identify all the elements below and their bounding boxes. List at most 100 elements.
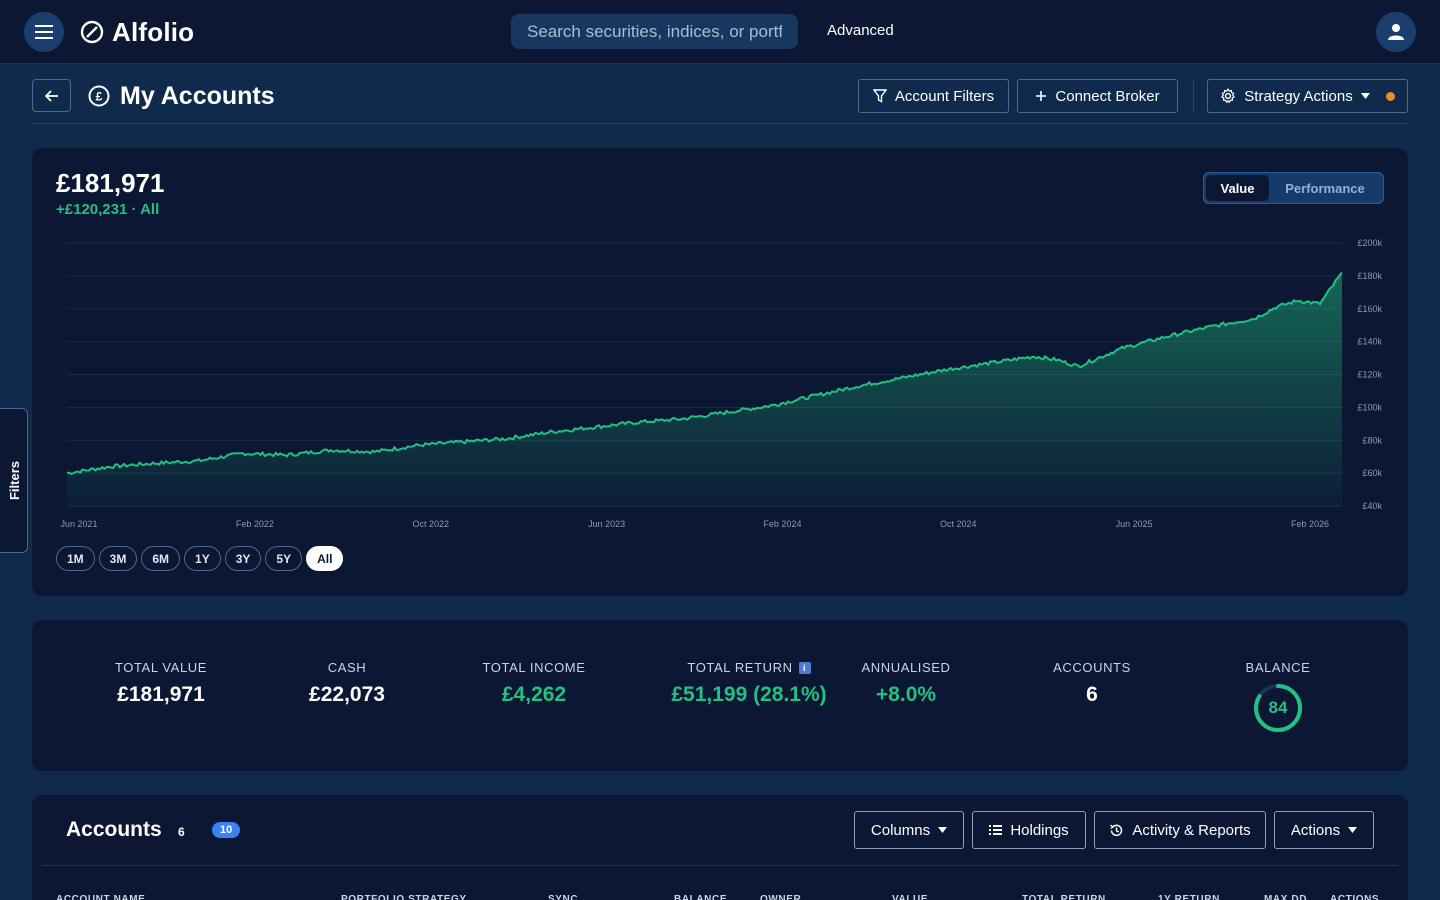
page-title: My Accounts [120, 81, 275, 110]
x-tick-label: Oct 2022 [412, 519, 449, 529]
stat-total-return: TOTAL RETURN i £51,199 (28.1%) [654, 660, 844, 707]
stat-label: TOTAL VALUE [114, 660, 208, 675]
accounts-card: Accounts 6 10 Columns Holdings Activity … [32, 795, 1408, 900]
columns-label: Columns [870, 821, 931, 839]
columns-button[interactable]: Columns [854, 811, 964, 849]
brand[interactable]: Alfolio [80, 16, 194, 48]
stat-value: £22,073 [309, 683, 385, 706]
column-header[interactable]: ACCOUNT NAME [56, 894, 146, 900]
range-button-1y[interactable]: 1Y [184, 546, 221, 571]
caret-down-icon [1360, 93, 1370, 99]
header-divider [1193, 79, 1194, 113]
holdings-button[interactable]: Holdings [972, 811, 1086, 849]
value-line [66, 271, 1343, 476]
portfolio-total-value: £181,971 [56, 168, 165, 198]
actions-label: Actions [1290, 821, 1341, 839]
x-tick-label: Oct 2024 [940, 519, 977, 529]
caret-down-icon [938, 827, 948, 833]
stat-total-value: TOTAL VALUE £181,971 [91, 660, 231, 707]
connect-broker-label: Connect Broker [1055, 87, 1160, 105]
accounts-rule [42, 865, 1398, 866]
range-button-3y[interactable]: 3Y [224, 546, 262, 571]
stat-label: TOTAL INCOME [482, 660, 586, 675]
x-tick-label: Jun 2023 [588, 519, 625, 529]
connect-broker-button[interactable]: Connect Broker [1017, 79, 1178, 113]
menu-button[interactable] [24, 12, 64, 52]
column-header[interactable]: BALANCE [674, 894, 728, 900]
column-header[interactable]: OWNER [760, 894, 802, 900]
column-header[interactable]: TOTAL RETURN [1022, 894, 1106, 900]
y-tick-label: £160k [1357, 304, 1382, 314]
advanced-search-link[interactable]: Advanced [827, 22, 894, 39]
column-header[interactable]: VALUE [892, 894, 929, 900]
x-tick-label: Feb 2026 [1291, 519, 1329, 529]
x-tick-label: Feb 2024 [763, 519, 801, 529]
column-header[interactable]: ACTIONS [1330, 894, 1380, 900]
stat-value: £4,262 [501, 683, 567, 706]
accounts-count: 6 [178, 825, 185, 839]
avatar[interactable] [1376, 12, 1416, 52]
history-icon [1110, 823, 1123, 836]
activity-reports-button[interactable]: Activity & Reports [1094, 811, 1266, 849]
range-button-5y[interactable]: 5Y [265, 546, 303, 571]
range-button-1m[interactable]: 1M [56, 546, 95, 571]
strategy-actions-button[interactable]: Strategy Actions [1207, 79, 1408, 113]
balance-score: 84 [1268, 698, 1288, 717]
plus-icon [1036, 91, 1047, 101]
header-rule [32, 123, 1408, 124]
portfolio-value-chart[interactable]: £40k £60k £80k £100k £120k £140k £160k £180k £20… [32, 148, 1408, 540]
brand-name: Alfolio [112, 16, 195, 47]
filters-tab-label: Filters [6, 460, 22, 501]
stat-balance: BALANCE 84 [1228, 660, 1328, 733]
y-tick-label: £200k [1357, 238, 1382, 248]
list-icon [989, 825, 1003, 835]
column-header[interactable]: MAX DD [1264, 894, 1308, 900]
arrow-left-icon [44, 89, 58, 102]
x-tick-label: Jun 2025 [1116, 519, 1153, 529]
gear-icon [1221, 88, 1236, 104]
y-tick-label: £120k [1357, 370, 1382, 380]
y-tick-label: £100k [1357, 402, 1382, 412]
toggle-value[interactable]: Value [1206, 175, 1269, 201]
range-button-6m[interactable]: 6M [141, 546, 181, 571]
search-input[interactable] [511, 14, 798, 49]
stat-label: TOTAL RETURN [687, 660, 793, 675]
balance-score-ring: 84 [1253, 683, 1303, 733]
strategy-actions-label: Strategy Actions [1244, 87, 1353, 105]
page-heading: £ My Accounts [88, 80, 275, 112]
value-area [67, 272, 1342, 506]
account-filters-label: Account Filters [894, 87, 995, 105]
stat-label: ANNUALISED [861, 660, 951, 675]
stat-cash: CASH £22,073 [287, 660, 407, 707]
range-button-all[interactable]: All [306, 546, 344, 571]
actions-button[interactable]: Actions [1274, 811, 1374, 849]
funnel-icon [872, 89, 887, 103]
top-bar: Alfolio Advanced [0, 0, 1440, 64]
x-tick-label: Feb 2022 [236, 519, 274, 529]
x-tick-label: Jun 2021 [60, 519, 97, 529]
summary-stats-card: TOTAL VALUE £181,971 CASH £22,073 TOTAL … [32, 620, 1408, 771]
accounts-badge: 10 [212, 822, 241, 838]
stat-label: CASH [327, 660, 367, 675]
stat-annualised: ANNUALISED +8.0% [846, 660, 966, 707]
column-header[interactable]: PORTFOLIO STRATEGY [341, 894, 467, 900]
portfolio-change: +£120,231 · All [56, 201, 160, 218]
stat-value: £51,199 (28.1%) [671, 683, 827, 706]
stat-value: +8.0% [875, 683, 937, 706]
range-button-3m[interactable]: 3M [98, 546, 138, 571]
y-tick-label: £60k [1362, 468, 1382, 478]
back-button[interactable] [32, 79, 71, 112]
column-header[interactable]: 1Y RETURN [1158, 894, 1220, 900]
account-filters-button[interactable]: Account Filters [858, 79, 1009, 113]
y-tick-label: £140k [1357, 337, 1382, 347]
hamburger-icon [35, 25, 53, 39]
stat-label: ACCOUNTS [1053, 660, 1131, 675]
column-header[interactable]: SYNC [548, 894, 579, 900]
info-icon[interactable]: i [798, 661, 811, 674]
compass-icon [80, 20, 104, 44]
user-icon [1388, 24, 1404, 40]
toggle-performance[interactable]: Performance [1285, 180, 1365, 196]
filters-side-tab[interactable]: Filters [0, 408, 28, 553]
caret-down-icon [1348, 827, 1358, 833]
stat-value: 6 [1086, 683, 1098, 706]
